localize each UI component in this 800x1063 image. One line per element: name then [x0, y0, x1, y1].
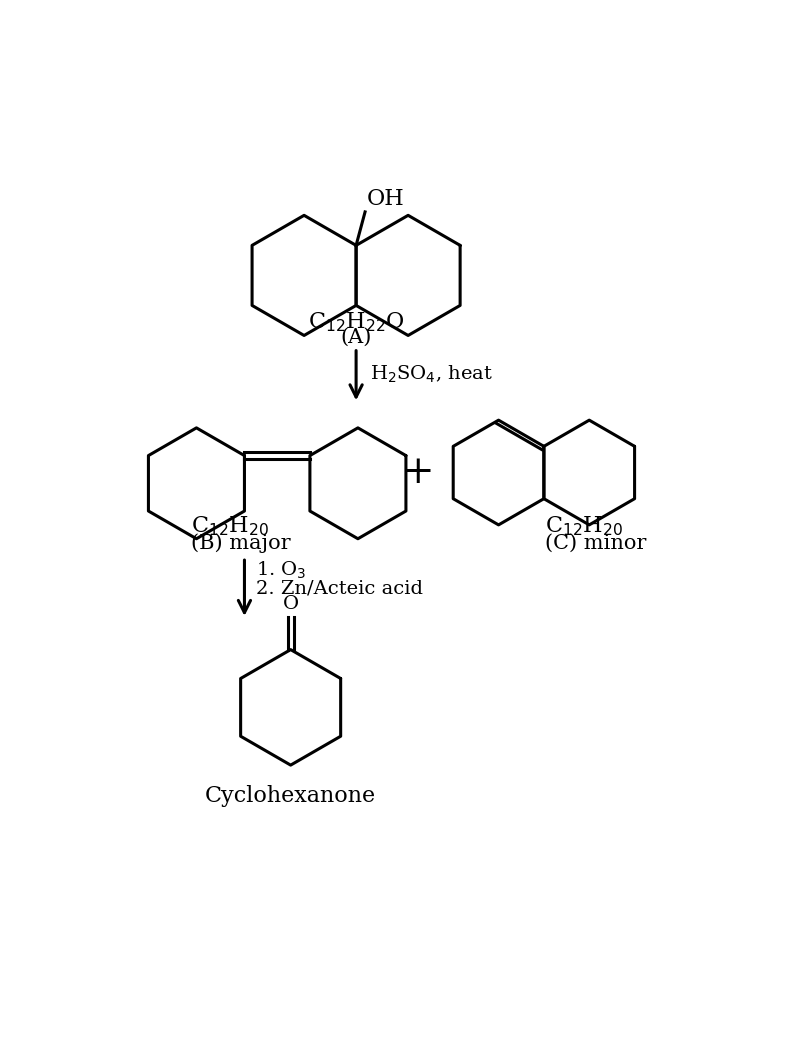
Text: OH: OH — [366, 187, 404, 209]
Text: C$_{12}$H$_{20}$: C$_{12}$H$_{20}$ — [545, 514, 622, 538]
Text: 2. Zn/Acteic acid: 2. Zn/Acteic acid — [256, 579, 423, 597]
Text: C$_{12}$H$_{22}$O: C$_{12}$H$_{22}$O — [308, 310, 405, 334]
Text: O: O — [282, 594, 298, 612]
Text: Cyclohexanone: Cyclohexanone — [205, 784, 376, 807]
Text: C$_{12}$H$_{20}$: C$_{12}$H$_{20}$ — [190, 514, 269, 538]
Text: H$_2$SO$_4$, heat: H$_2$SO$_4$, heat — [370, 365, 493, 386]
Text: (A): (A) — [341, 328, 372, 348]
Text: (C) minor: (C) minor — [545, 534, 646, 553]
Text: +: + — [402, 454, 434, 491]
Text: (B) major: (B) major — [190, 534, 290, 553]
Text: 1. O$_3$: 1. O$_3$ — [256, 559, 306, 581]
